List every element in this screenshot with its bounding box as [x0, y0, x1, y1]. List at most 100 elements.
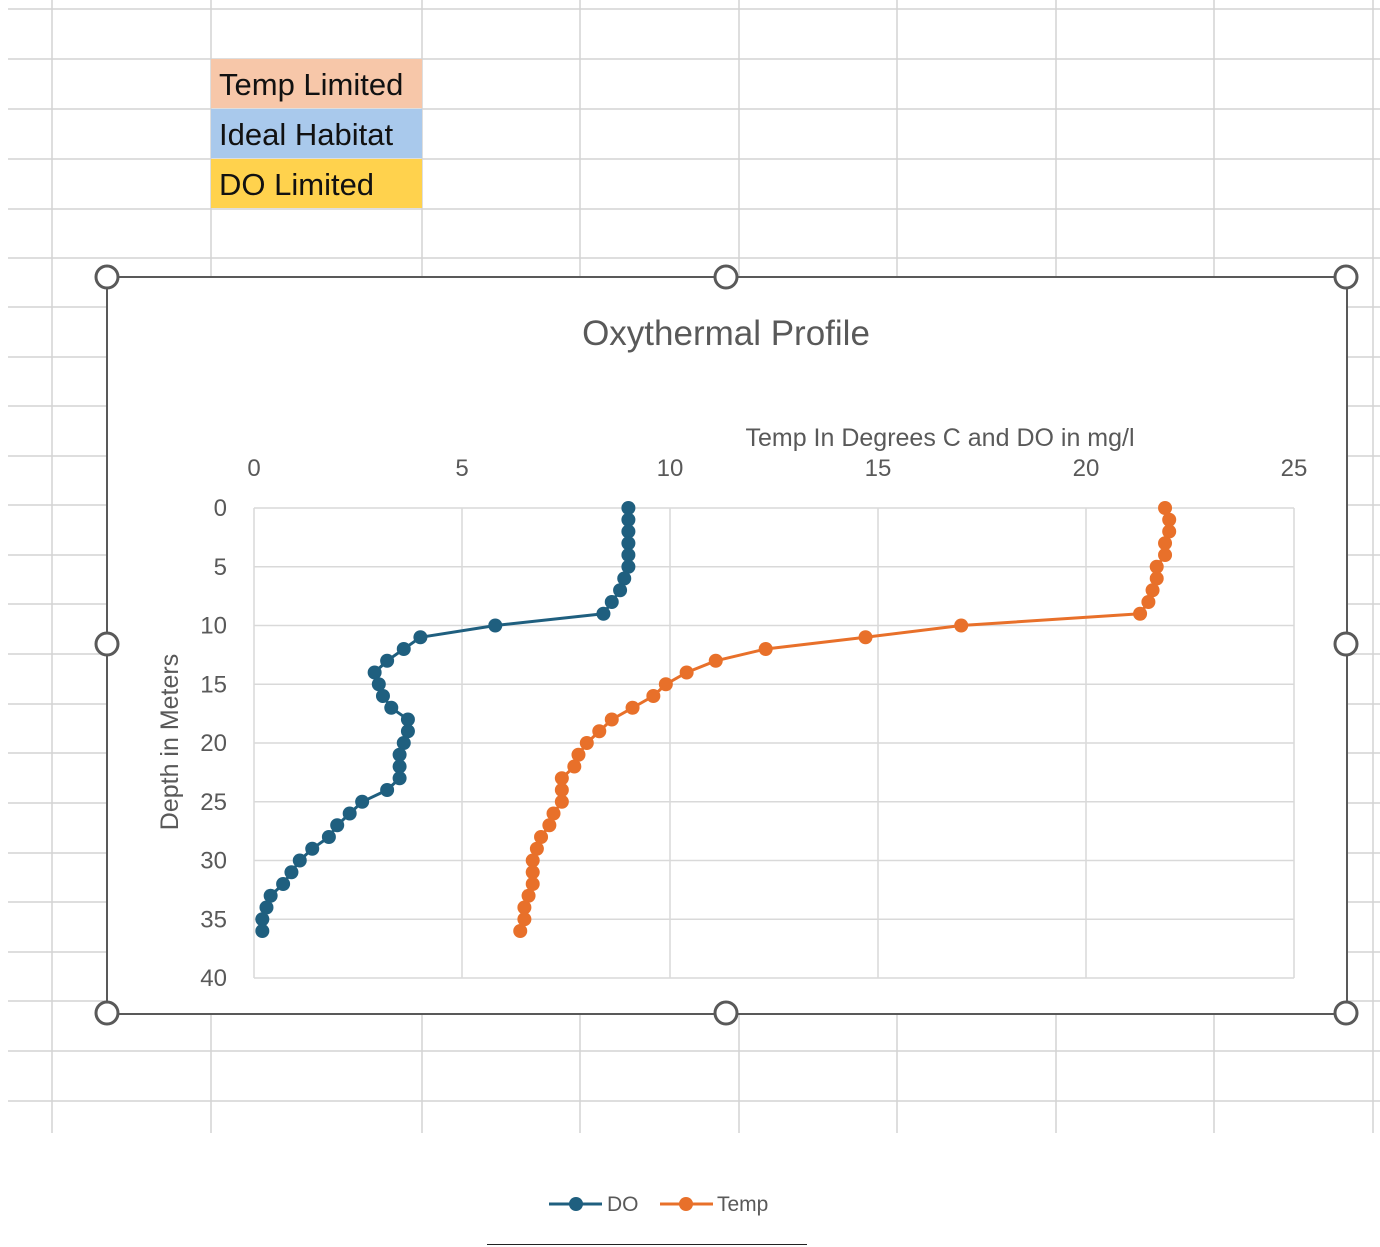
x-axis-title: Temp In Degrees C and DO in mg/l	[745, 424, 1134, 452]
x-tick-label: 25	[1281, 455, 1308, 482]
data-point-do	[621, 512, 636, 527]
data-point-do	[621, 548, 636, 562]
data-point-do	[284, 865, 299, 880]
data-point-do	[596, 606, 611, 621]
resize-handle[interactable]	[94, 1000, 120, 1026]
y-tick-label: 20	[200, 730, 227, 757]
x-tick-label: 15	[865, 455, 892, 482]
y-axis-title: Depth in Meters	[156, 654, 184, 830]
data-point-do	[384, 700, 399, 715]
data-point-temp	[758, 642, 773, 656]
chart-series	[255, 501, 1177, 938]
data-point-temp	[679, 665, 694, 680]
data-point-do	[400, 724, 415, 739]
y-tick-label: 40	[200, 965, 227, 992]
data-point-do	[604, 595, 619, 609]
resize-handle[interactable]	[94, 264, 120, 290]
y-tick-label: 35	[200, 906, 227, 933]
data-point-temp	[567, 759, 582, 774]
data-point-temp	[517, 900, 532, 915]
legend-temp-label: Temp	[717, 1193, 768, 1216]
data-point-do	[380, 653, 395, 668]
x-tick-label: 5	[455, 455, 468, 482]
data-point-do	[342, 806, 357, 821]
chart-legend: DO Temp	[549, 1193, 768, 1216]
data-point-do	[255, 912, 270, 927]
data-point-do	[621, 501, 636, 515]
resize-handle[interactable]	[1333, 631, 1359, 657]
data-point-do	[263, 888, 278, 903]
data-point-temp	[525, 865, 540, 880]
data-point-do	[392, 759, 407, 774]
legend-do-label: DO	[607, 1193, 639, 1216]
data-point-do	[488, 618, 503, 633]
y-tick-label: 0	[214, 495, 227, 522]
data-point-temp	[554, 771, 569, 786]
data-point-temp	[954, 618, 969, 633]
data-point-do	[375, 689, 390, 703]
y-tick-label: 10	[200, 613, 227, 640]
data-point-do	[355, 794, 370, 809]
selection-handles[interactable]	[94, 264, 1359, 1026]
resize-handle[interactable]	[1333, 1000, 1359, 1026]
resize-handle[interactable]	[94, 631, 120, 657]
data-point-do	[621, 536, 636, 551]
data-point-temp	[1149, 571, 1164, 586]
x-tick-label: 20	[1073, 455, 1100, 482]
data-point-temp	[513, 924, 528, 938]
data-point-temp	[521, 888, 536, 903]
data-point-do	[621, 559, 636, 574]
data-point-temp	[592, 724, 607, 739]
data-point-temp	[542, 818, 557, 833]
data-point-temp	[646, 689, 661, 703]
data-point-temp	[517, 912, 532, 927]
data-point-temp	[1162, 512, 1177, 527]
temp-limited-cell[interactable]: Temp Limited	[211, 59, 422, 108]
data-point-do	[413, 630, 428, 645]
data-point-do	[396, 642, 411, 656]
data-point-do	[367, 665, 382, 680]
data-point-do	[259, 900, 274, 915]
data-point-do	[371, 677, 386, 692]
y-tick-label: 25	[200, 789, 227, 816]
data-point-temp	[554, 794, 569, 809]
data-point-do	[321, 830, 336, 844]
resize-handle[interactable]	[713, 264, 739, 290]
ideal-habitat-cell[interactable]: Ideal Habitat	[211, 109, 422, 158]
data-point-temp	[658, 677, 673, 692]
data-point-temp	[1158, 548, 1173, 562]
y-tick-label: 15	[200, 671, 227, 698]
data-point-do	[392, 747, 407, 762]
data-point-do	[400, 712, 415, 727]
resize-handle[interactable]	[1333, 264, 1359, 290]
do-limited-cell[interactable]: DO Limited	[211, 159, 422, 208]
data-point-temp	[1158, 536, 1173, 551]
data-point-temp	[1158, 501, 1173, 515]
data-point-temp	[525, 853, 540, 868]
data-point-temp	[604, 712, 619, 727]
data-point-temp	[571, 747, 586, 762]
data-point-do	[621, 524, 636, 539]
y-tick-label: 30	[200, 848, 227, 875]
data-point-temp	[1162, 524, 1177, 539]
x-tick-label: 0	[247, 455, 260, 482]
data-point-do	[380, 783, 395, 797]
data-point-temp	[525, 877, 540, 891]
data-point-do	[392, 771, 407, 786]
resize-handle[interactable]	[713, 1000, 739, 1026]
legend-temp-marker	[679, 1197, 693, 1211]
data-point-temp	[554, 783, 569, 797]
data-point-temp	[858, 630, 873, 645]
data-point-do	[613, 583, 628, 598]
data-point-temp	[1133, 606, 1148, 621]
data-point-temp	[579, 736, 594, 750]
chart-title: Oxythermal Profile	[582, 314, 870, 353]
chart-area[interactable]	[106, 276, 1348, 1015]
data-point-temp	[625, 700, 640, 715]
data-point-temp	[1145, 583, 1160, 598]
legend-underline	[487, 1244, 807, 1245]
data-point-do	[305, 841, 320, 856]
data-point-temp	[546, 806, 561, 821]
y-tick-labels: 0 5 10 15 20 25 30 35 40	[200, 495, 227, 992]
